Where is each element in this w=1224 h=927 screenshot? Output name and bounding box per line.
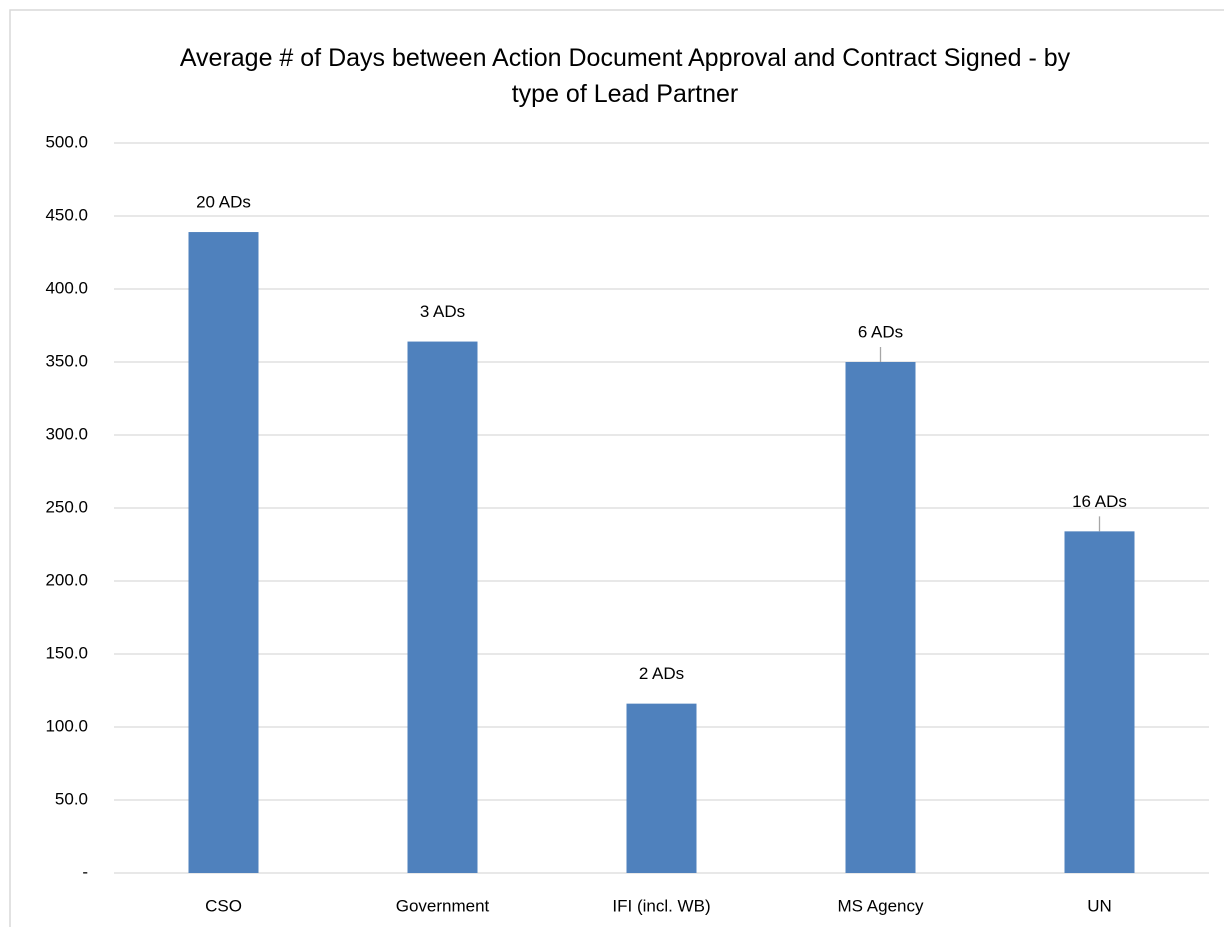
chart-border bbox=[9, 9, 1224, 927]
y-tick-label: - bbox=[82, 862, 88, 881]
chart-title: Average # of Days between Action Documen… bbox=[179, 44, 1071, 108]
y-tick-label: 50.0 bbox=[55, 789, 88, 808]
y-tick-label: 350.0 bbox=[45, 351, 88, 370]
y-tick-label: 300.0 bbox=[45, 424, 88, 443]
bar bbox=[1064, 531, 1135, 873]
y-tick-label: 400.0 bbox=[45, 278, 88, 297]
bar-label: 2 ADs bbox=[639, 664, 684, 683]
bar bbox=[188, 232, 259, 873]
y-tick-label: 100.0 bbox=[45, 716, 88, 735]
y-tick-label: 150.0 bbox=[45, 643, 88, 662]
bar-label: 3 ADs bbox=[420, 302, 465, 321]
bar-label: 6 ADs bbox=[858, 322, 903, 341]
bar-label: 16 ADs bbox=[1072, 492, 1127, 511]
bar bbox=[845, 362, 916, 873]
bar bbox=[626, 703, 697, 873]
bar bbox=[407, 341, 478, 873]
x-tick-label: CSO bbox=[205, 896, 242, 915]
x-tick-label: Government bbox=[396, 896, 490, 915]
y-tick-label: 450.0 bbox=[45, 205, 88, 224]
y-tick-label: 500.0 bbox=[45, 132, 88, 151]
y-tick-label: 200.0 bbox=[45, 570, 88, 589]
bar-label: 20 ADs bbox=[196, 193, 251, 212]
x-tick-label: MS Agency bbox=[838, 896, 924, 915]
x-tick-label: UN bbox=[1087, 896, 1112, 915]
y-tick-label: 250.0 bbox=[45, 497, 88, 516]
x-tick-label: IFI (incl. WB) bbox=[612, 896, 710, 915]
